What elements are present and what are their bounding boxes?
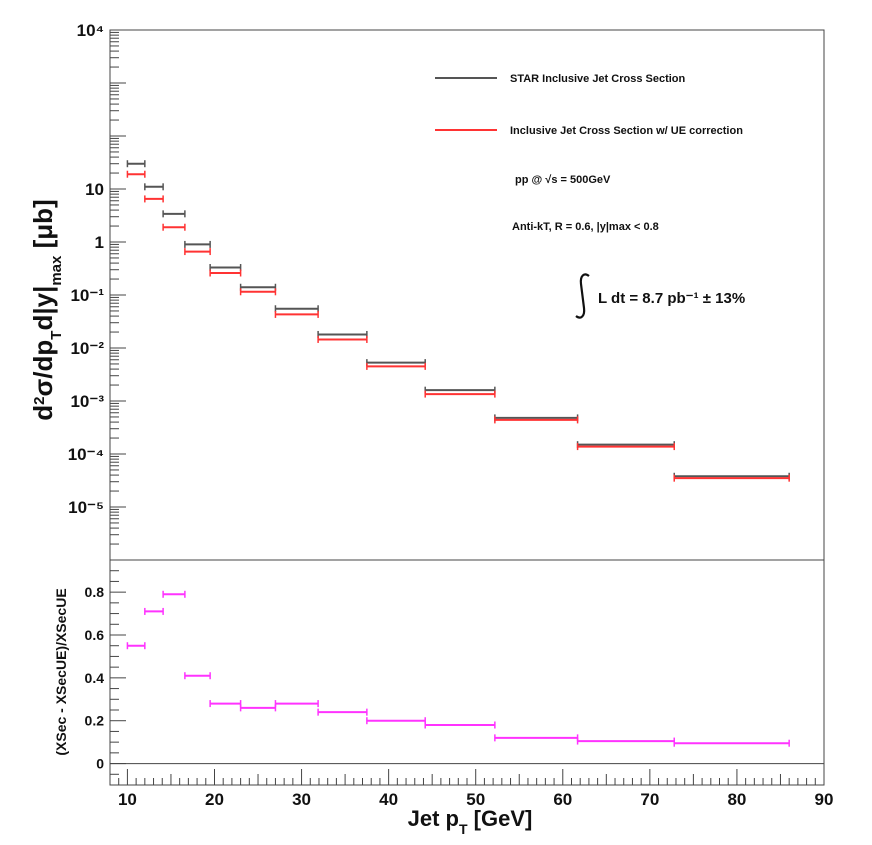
lower-y-tick-label: 0 [96,756,104,772]
star-data-point [274,305,319,313]
y-tick-label: 10⁻⁴ [68,445,104,464]
lower-y-tick-label: 0.6 [85,627,105,643]
ratio-data-point [239,704,277,712]
star-data-point [184,240,211,248]
integral-sign-icon [575,273,590,319]
upper-y-axis-ticks: 10⁻⁵ 10⁻⁴ 10⁻³ 10⁻² 10⁻¹ 1 10 10⁴ [68,21,126,561]
ue-corrected-data-point [274,310,319,318]
ue-corrected-data-point [317,335,368,343]
y-tick-label: 10 [85,180,104,199]
algo-annotation: Anti-kT, R = 0.6, |y|max < 0.8 [512,221,659,233]
x-tick-label: 10 [118,790,137,809]
ue-corrected-data-point [144,195,164,203]
star-data-point [209,264,242,272]
ratio-data-point [673,739,790,747]
x-tick-label: 70 [640,790,659,809]
lower-y-tick-label: 0.2 [85,713,105,729]
ratio-data-point [424,721,496,729]
ue-corrected-data-point [162,223,186,231]
ratio-data-point [576,737,675,745]
ratio-data-point [494,734,579,742]
lower-y-axis-title: (XSec - XSecUE)/XSecUE [53,588,69,755]
star-data-point [317,330,368,338]
ratio-data-point [317,708,368,716]
ratio-data-point [126,642,146,650]
ratio-data-point [274,700,319,708]
ratio-data-point [209,700,242,708]
x-tick-label: 40 [379,790,398,809]
ue-corrected-data-point [494,416,579,424]
star-data-point [144,183,164,191]
x-tick-label: 60 [553,790,572,809]
ue-corrected-data-point [424,390,496,398]
ue-corrected-data-point [209,269,242,277]
x-tick-label: 30 [292,790,311,809]
energy-annotation: pp @ √s = 500GeV [515,174,611,186]
star-data-point [162,210,186,218]
y-tick-label: 10⁴ [77,21,104,40]
ue-corrected-data-point [239,288,277,296]
lower-y-tick-label: 0.4 [85,670,105,686]
legend-label: Inclusive Jet Cross Section w/ UE correc… [510,125,743,137]
x-axis-title: Jet pT [GeV] [408,806,533,837]
ue-corrected-data-point [673,474,790,482]
y-tick-label: 1 [95,233,104,252]
ratio-data-point [184,672,211,680]
x-tick-label: 20 [205,790,224,809]
ratio-data-point [162,590,186,598]
star-data-point [239,283,277,291]
ratio-data-point [366,717,426,725]
lower-plot-frame [109,559,825,786]
upper-data [126,160,790,482]
star-data-point [126,160,146,168]
y-tick-label: 10⁻¹ [70,286,104,305]
upper-y-axis-title: d2σ/dpTd|y|max [μb] [28,199,65,420]
luminosity-annotation: L dt = 8.7 pb⁻¹ ± 13% [598,290,745,307]
lower-y-tick-label: 0.8 [85,584,105,600]
legend: STAR Inclusive Jet Cross Section Inclusiv… [435,73,743,137]
ue-corrected-data-point [366,362,426,370]
y-tick-label: 10⁻² [70,339,104,358]
lower-axis-ticks: 0 0.2 0.4 0.6 0.8 10 20 30 40 50 60 70 80 90 [85,570,834,809]
y-tick-label: 10⁻³ [70,392,104,411]
legend-label: STAR Inclusive Jet Cross Section [510,73,686,85]
star-data-point [366,359,426,367]
ue-corrected-data-point [184,248,211,256]
x-tick-label: 50 [466,790,485,809]
x-tick-label: 80 [727,790,746,809]
plot-frames [109,29,825,786]
ue-corrected-data-point [126,170,146,178]
ue-corrected-data-point [576,443,675,451]
star-data-point [424,386,496,394]
x-tick-label: 90 [815,790,834,809]
y-tick-label: 10⁻⁵ [68,498,104,517]
lower-data [126,590,790,747]
ratio-data-point [144,607,164,615]
